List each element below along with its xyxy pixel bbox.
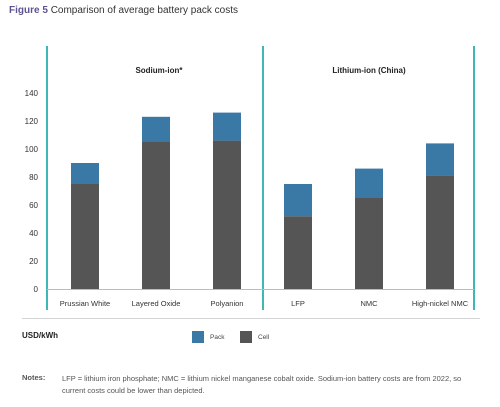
bar-cell xyxy=(284,216,312,289)
y-tick-label: 140 xyxy=(25,89,39,98)
x-tick-label: Prussian White xyxy=(60,299,110,308)
legend-label-cell: Cell xyxy=(258,333,270,341)
notes-text: LFP = lithium iron phosphate; NMC = lith… xyxy=(62,374,462,395)
bar-pack xyxy=(426,143,454,176)
group-label: Lithium-ion (China) xyxy=(332,66,406,75)
bar-pack xyxy=(284,184,312,217)
bar-cell xyxy=(71,184,99,289)
bar-pack xyxy=(355,168,383,198)
legend-swatch-cell xyxy=(240,331,252,343)
bar-pack xyxy=(142,116,170,142)
x-tick-label: LFP xyxy=(291,299,305,308)
y-tick-label: 60 xyxy=(29,201,38,210)
legend-item-cell: Cell xyxy=(240,331,269,343)
y-tick-label: 100 xyxy=(25,145,39,154)
notes-heading: Notes: xyxy=(22,373,46,382)
x-tick-label: Layered Oxide xyxy=(132,299,181,308)
legend-item-pack: Pack xyxy=(192,331,224,343)
battery-cost-chart: 0 20 40 60 80 100 120 140 Sodium-ion* Lithium-ion… xyxy=(25,46,475,310)
y-tick-label: 80 xyxy=(29,173,38,182)
x-tick-label: High-nickel NMC xyxy=(412,299,469,308)
y-tick-label: 20 xyxy=(29,257,38,266)
figure-title-text: Comparison of average battery pack costs xyxy=(50,5,239,16)
unit-label: USD/kWh xyxy=(22,331,58,340)
bar-cell xyxy=(355,198,383,289)
legend-swatch-pack xyxy=(192,331,204,343)
legend-label-pack: Pack xyxy=(210,333,225,341)
bar-cell xyxy=(213,140,241,289)
bar-cell xyxy=(142,142,170,289)
y-tick-label: 120 xyxy=(25,117,39,126)
bar-cell xyxy=(426,175,454,289)
bar-pack xyxy=(71,163,99,184)
bottom-rule xyxy=(22,318,480,319)
bar-pack xyxy=(213,112,241,141)
x-tick-label: Polyanion xyxy=(211,299,244,308)
figure-title: Figure 5 Comparison of average battery p… xyxy=(9,5,238,16)
y-tick-label: 40 xyxy=(29,229,38,238)
figure-number: Figure 5 xyxy=(9,5,48,16)
group-label: Sodium-ion* xyxy=(135,66,183,75)
x-tick-label: NMC xyxy=(360,299,378,308)
y-tick-label: 0 xyxy=(34,285,39,294)
